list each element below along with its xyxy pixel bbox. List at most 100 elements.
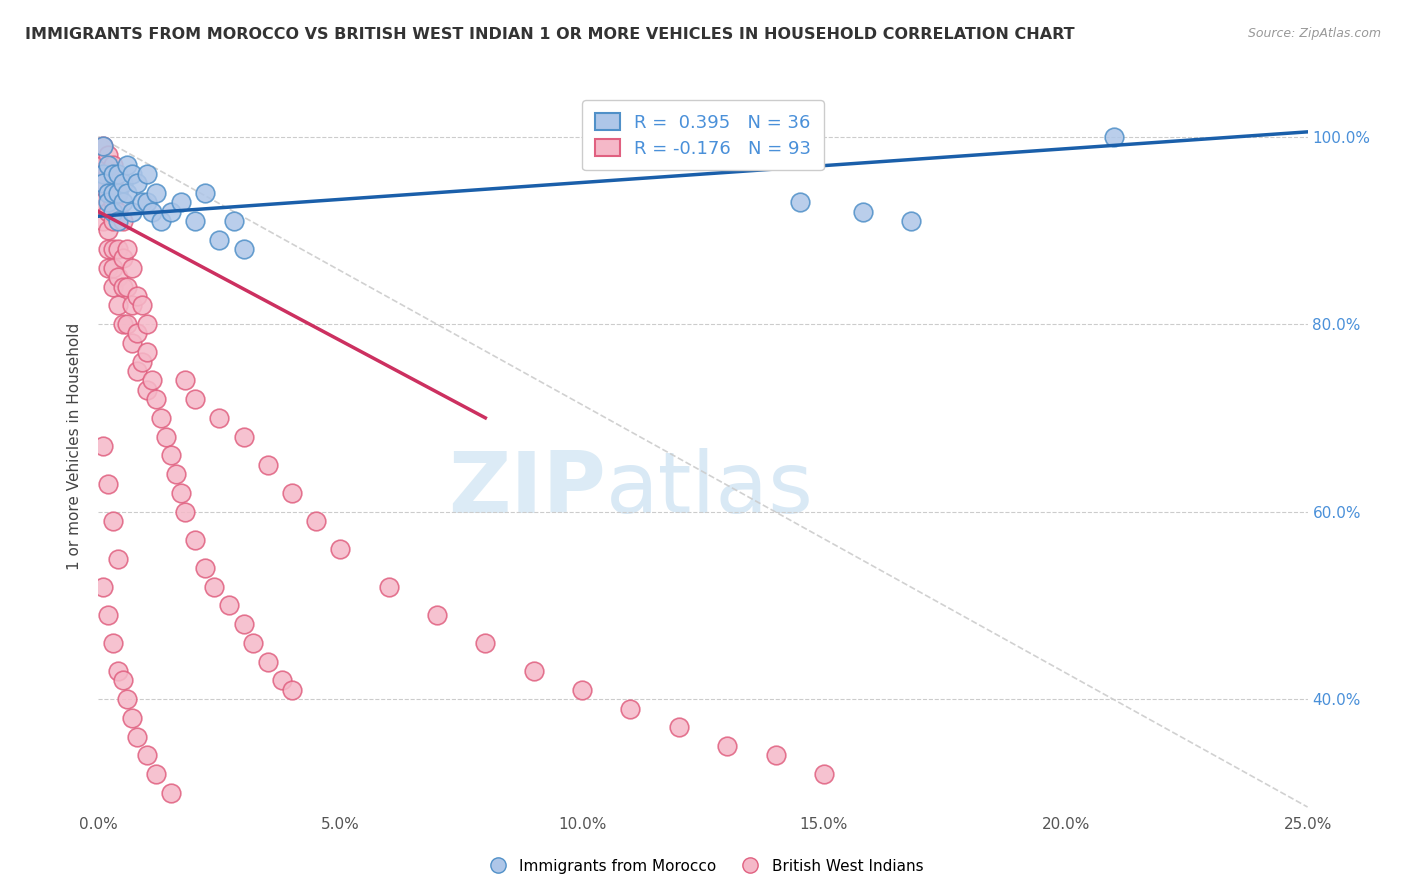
Point xyxy=(111,673,134,688)
Point xyxy=(121,298,143,312)
Point xyxy=(160,449,183,463)
Point xyxy=(232,617,254,632)
Point xyxy=(668,720,690,734)
Point xyxy=(141,373,163,387)
Point xyxy=(218,599,240,613)
Point xyxy=(107,270,129,285)
Point xyxy=(117,317,139,331)
Point xyxy=(184,533,207,547)
Point xyxy=(97,186,120,200)
Point xyxy=(91,158,114,172)
Point xyxy=(101,186,124,200)
Point xyxy=(281,682,304,697)
Point xyxy=(91,167,114,181)
Point xyxy=(91,139,114,153)
Point xyxy=(97,186,120,200)
Point xyxy=(716,739,738,753)
Point xyxy=(97,476,120,491)
Point xyxy=(97,148,120,162)
Legend: R =  0.395   N = 36, R = -0.176   N = 93: R = 0.395 N = 36, R = -0.176 N = 93 xyxy=(582,100,824,170)
Point xyxy=(208,410,231,425)
Point xyxy=(121,335,143,350)
Point xyxy=(101,279,124,293)
Point xyxy=(121,167,143,181)
Point xyxy=(97,242,120,256)
Point xyxy=(135,195,157,210)
Point xyxy=(117,279,139,293)
Point xyxy=(377,580,399,594)
Point xyxy=(242,636,264,650)
Point xyxy=(101,158,124,172)
Point xyxy=(121,204,143,219)
Point xyxy=(97,167,120,181)
Point xyxy=(813,767,835,781)
Point xyxy=(141,204,163,219)
Point xyxy=(204,580,226,594)
Point xyxy=(107,242,129,256)
Point xyxy=(131,298,153,312)
Point xyxy=(145,767,167,781)
Point xyxy=(117,186,139,200)
Point xyxy=(111,252,134,266)
Point xyxy=(1102,129,1125,144)
Point xyxy=(232,429,254,443)
Point xyxy=(91,177,114,191)
Point xyxy=(101,167,124,181)
Point xyxy=(127,326,149,341)
Point xyxy=(97,195,120,210)
Point xyxy=(474,636,496,650)
Y-axis label: 1 or more Vehicles in Household: 1 or more Vehicles in Household xyxy=(67,322,83,570)
Point xyxy=(97,607,120,622)
Point xyxy=(194,186,217,200)
Point xyxy=(101,177,124,191)
Point xyxy=(281,486,304,500)
Point xyxy=(107,204,129,219)
Point xyxy=(117,692,139,706)
Point xyxy=(174,373,197,387)
Point xyxy=(107,186,129,200)
Point xyxy=(571,682,593,697)
Point xyxy=(107,186,129,200)
Point xyxy=(165,467,187,482)
Point xyxy=(101,636,124,650)
Point xyxy=(131,195,153,210)
Point xyxy=(121,260,143,275)
Point xyxy=(97,204,120,219)
Point xyxy=(765,748,787,763)
Point xyxy=(145,392,167,406)
Text: IMMIGRANTS FROM MOROCCO VS BRITISH WEST INDIAN 1 OR MORE VEHICLES IN HOUSEHOLD C: IMMIGRANTS FROM MOROCCO VS BRITISH WEST … xyxy=(25,27,1076,42)
Point xyxy=(135,167,157,181)
Point xyxy=(150,214,173,228)
Point xyxy=(619,701,641,715)
Point xyxy=(127,730,149,744)
Text: ZIP: ZIP xyxy=(449,449,606,532)
Point xyxy=(101,260,124,275)
Point xyxy=(150,410,173,425)
Point xyxy=(107,298,129,312)
Point xyxy=(127,177,149,191)
Point xyxy=(232,242,254,256)
Point xyxy=(305,514,328,528)
Point xyxy=(256,458,278,472)
Point xyxy=(91,439,114,453)
Point xyxy=(135,383,157,397)
Point xyxy=(91,214,114,228)
Point xyxy=(169,486,191,500)
Point xyxy=(194,561,217,575)
Point xyxy=(111,195,134,210)
Point xyxy=(789,195,811,210)
Point xyxy=(107,664,129,678)
Point xyxy=(117,158,139,172)
Point xyxy=(107,167,129,181)
Point xyxy=(523,664,546,678)
Point xyxy=(101,242,124,256)
Legend: Immigrants from Morocco, British West Indians: Immigrants from Morocco, British West In… xyxy=(477,853,929,880)
Point xyxy=(91,139,114,153)
Point xyxy=(426,607,449,622)
Point xyxy=(135,345,157,359)
Point xyxy=(91,167,114,181)
Point xyxy=(184,392,207,406)
Point xyxy=(184,214,207,228)
Point xyxy=(101,214,124,228)
Point xyxy=(111,279,134,293)
